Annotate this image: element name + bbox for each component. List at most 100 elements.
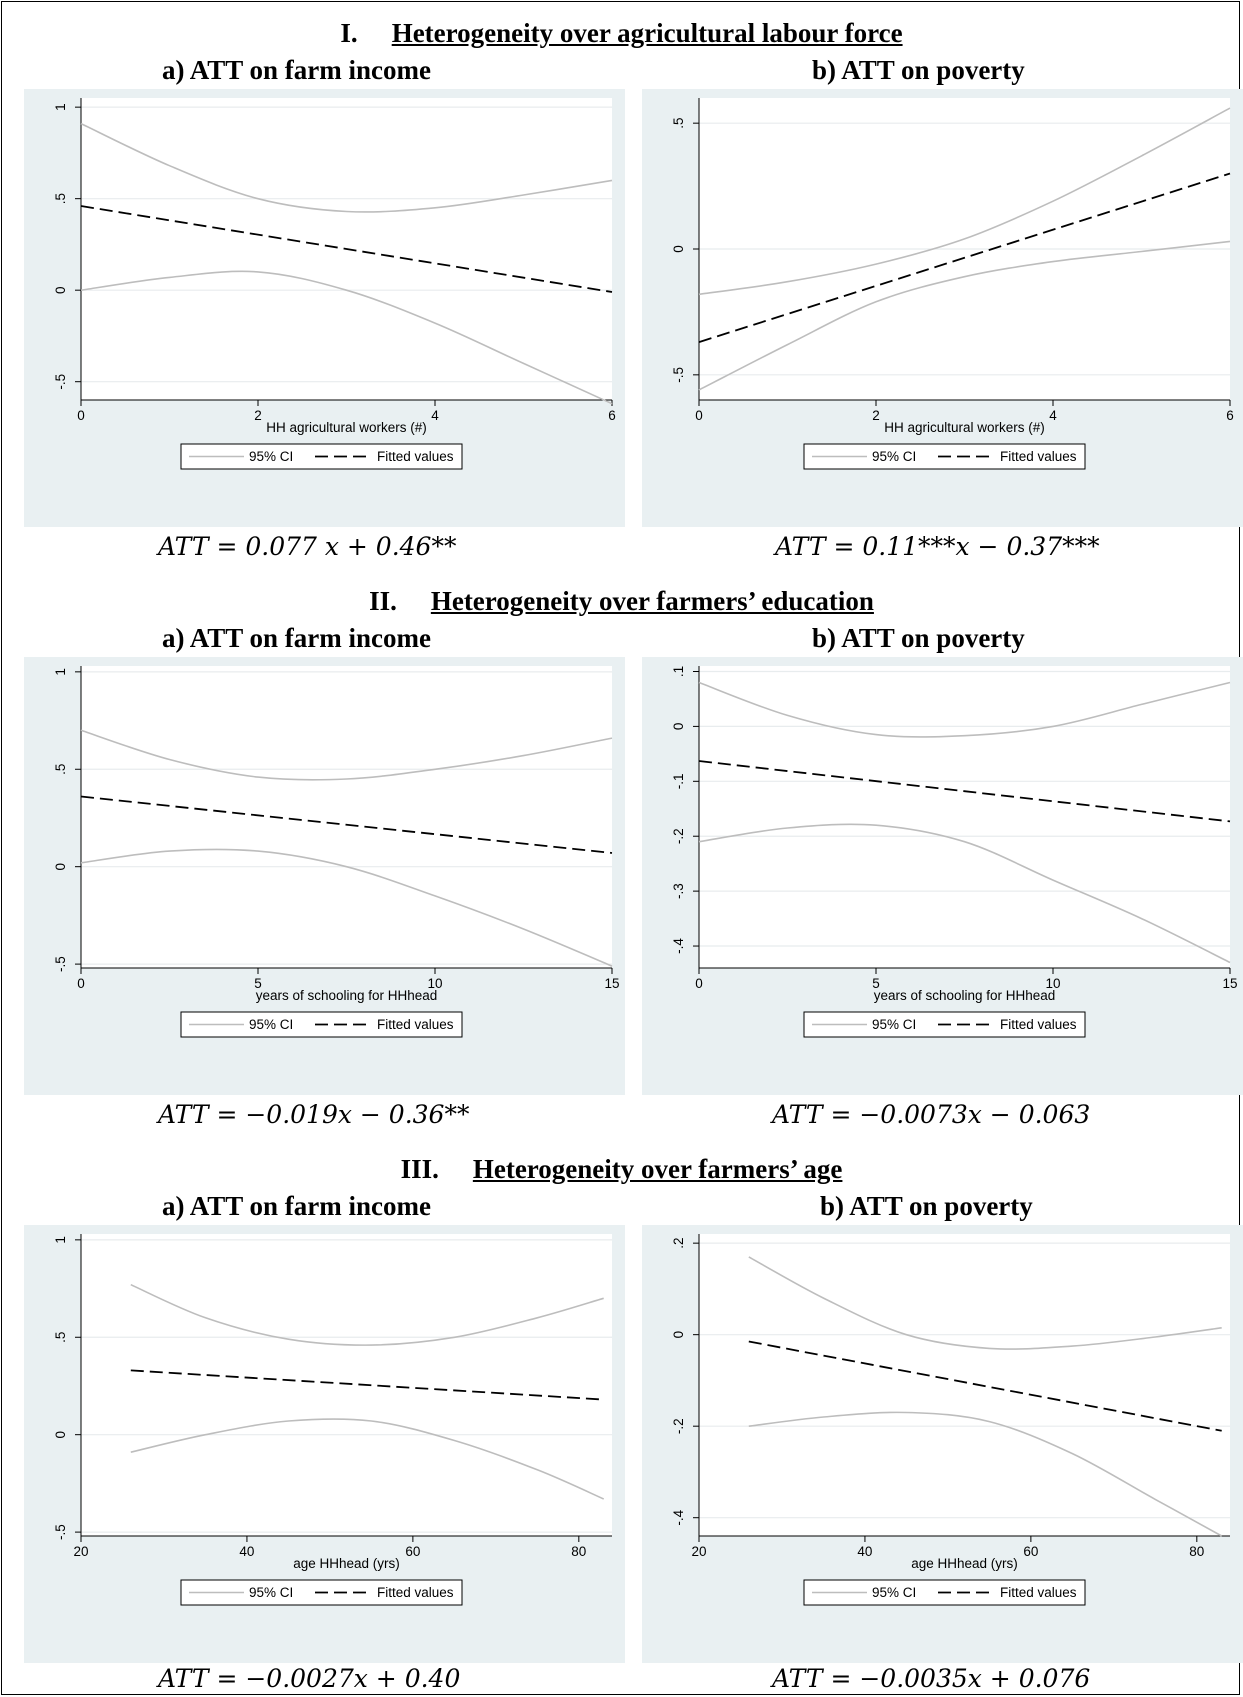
y-tick-label: 0 xyxy=(53,286,68,294)
chart-svg: -.5 0 .5 1 0 2 4 6 HH agricultural workers (#) 95… xyxy=(53,98,616,470)
legend-ci-label: 95% CI xyxy=(249,1017,293,1032)
y-tick-label: -.4 xyxy=(671,1509,686,1525)
section-text: Heterogeneity over agricultural labour f… xyxy=(391,18,903,48)
y-tick-label: -.5 xyxy=(53,956,68,972)
x-tick-label: 15 xyxy=(604,976,619,991)
legend-fit-label: Fitted values xyxy=(1000,449,1077,464)
x-tick-label: 15 xyxy=(1222,976,1237,991)
y-tick-label: 0 xyxy=(671,1331,686,1339)
ci-lower-line xyxy=(130,1418,605,1500)
x-tick-label: 60 xyxy=(1023,1544,1038,1559)
y-tick-label: -.2 xyxy=(671,1418,686,1434)
x-tick-label: 6 xyxy=(1226,408,1234,423)
y-tick-label: .2 xyxy=(671,1238,686,1249)
fitted-values-line xyxy=(80,205,613,293)
chart-svg: -.5 0 .5 1 20 40 60 80 age HHhead (yrs)95% CI Fit… xyxy=(53,1234,612,1606)
equation-age-income: ATT = −0.0027x + 0.40 xyxy=(158,1664,461,1693)
panel-title-age-poverty: b) ATT on poverty xyxy=(820,1191,1033,1221)
chart-svg: -.4 -.2 0 .2 20 40 60 80 age HHhead (yrs) 95% CI F… xyxy=(671,1234,1230,1606)
x-tick-label: 0 xyxy=(695,976,703,991)
x-tick-label: 5 xyxy=(872,976,880,991)
x-axis-label: years of schooling for HHhead xyxy=(256,988,438,1003)
equation-education-income: ATT = −0.019x − 0.36** xyxy=(158,1100,470,1129)
section-numeral: II. xyxy=(369,586,397,616)
x-tick-label: 0 xyxy=(77,976,85,991)
chart-svg: -.5 0 .5 0 2 4 6 HH agricultural workers (#) 95%… xyxy=(671,98,1234,470)
legend-ci-label: 95% CI xyxy=(249,449,293,464)
ci-lower-line xyxy=(748,1411,1223,1537)
y-tick-label: 1 xyxy=(53,103,68,111)
y-tick-label: 0 xyxy=(671,245,686,253)
fitted-values-line xyxy=(748,1340,1222,1432)
legend-fit-label: Fitted values xyxy=(377,449,454,464)
ci-lower-line xyxy=(698,240,1231,391)
panel-title-education-income: a) ATT on farm income xyxy=(162,623,431,653)
y-tick-label: 0 xyxy=(53,863,68,871)
equation-labour-poverty: ATT = 0.11***x − 0.37*** xyxy=(775,532,1100,561)
chart-education-poverty: -.4 -.3 -.2 -.1 0 .1 0 5 10 15 years of schooling … xyxy=(642,657,1243,1095)
x-axis-label: age HHhead (yrs) xyxy=(293,1556,400,1571)
plot-area xyxy=(699,1234,1230,1536)
ci-upper-line xyxy=(80,122,613,213)
x-tick-label: 80 xyxy=(571,1544,586,1559)
legend-ci-label: 95% CI xyxy=(872,449,916,464)
x-tick-label: 4 xyxy=(1049,408,1057,423)
x-tick-label: 4 xyxy=(431,408,439,423)
y-tick-label: -.5 xyxy=(53,374,68,390)
fitted-values-line xyxy=(698,172,1231,343)
y-tick-label: .5 xyxy=(671,118,686,129)
section-title-education: II. Heterogeneity over farmers’ education xyxy=(0,585,1243,617)
x-tick-label: 40 xyxy=(857,1544,872,1559)
ci-upper-line xyxy=(698,107,1231,296)
x-tick-label: 10 xyxy=(1045,976,1060,991)
legend-ci-label: 95% CI xyxy=(872,1017,916,1032)
panel-title-labour-poverty: b) ATT on poverty xyxy=(812,55,1025,85)
x-tick-label: 6 xyxy=(608,408,616,423)
x-tick-label: 0 xyxy=(695,408,703,423)
legend-fit-label: Fitted values xyxy=(377,1017,454,1032)
y-tick-label: -.2 xyxy=(671,828,686,844)
y-tick-label: -.3 xyxy=(671,883,686,899)
ci-upper-line xyxy=(130,1283,604,1346)
ci-upper-line xyxy=(80,729,613,781)
equation-age-poverty: ATT = −0.0035x + 0.076 xyxy=(772,1664,1091,1693)
x-tick-label: 40 xyxy=(239,1544,254,1559)
y-tick-label: 1 xyxy=(53,1236,68,1244)
panel-title-labour-income: a) ATT on farm income xyxy=(162,55,431,85)
x-tick-label: 5 xyxy=(254,976,262,991)
equation-labour-income: ATT = 0.077 x + 0.46** xyxy=(158,532,457,561)
fitted-values-line xyxy=(130,1369,604,1401)
y-tick-label: .5 xyxy=(53,764,68,775)
y-tick-label: -.5 xyxy=(53,1524,68,1540)
fitted-values-line xyxy=(80,795,613,854)
y-tick-label: .5 xyxy=(53,193,68,204)
legend-ci-label: 95% CI xyxy=(249,1585,293,1600)
legend-fit-label: Fitted values xyxy=(1000,1017,1077,1032)
legend-fit-label: Fitted values xyxy=(377,1585,454,1600)
section-title-labour: I. Heterogeneity over agricultural labour… xyxy=(0,17,1243,49)
x-tick-label: 80 xyxy=(1189,1544,1204,1559)
x-axis-label: HH agricultural workers (#) xyxy=(884,420,1045,435)
y-tick-label: -.1 xyxy=(671,773,686,789)
chart-education-income: -.5 0.5 1 0 5 10 15 years of schooling for HHhe… xyxy=(24,657,625,1095)
chart-age-income: -.5 0 .5 1 20 40 60 80 age HHhead (yrs) 95% CI Fit… xyxy=(24,1225,625,1663)
x-tick-label: 60 xyxy=(405,1544,420,1559)
chart-labour-poverty: -.5 0 .5 0 2 4 6 HH agricultural workers (#) 95%… xyxy=(642,89,1243,527)
chart-labour-income: -.5 0 .5 1 0 2 4 6 HH agricultural workers (#) 95… xyxy=(24,89,625,527)
y-tick-label: 0 xyxy=(53,1431,68,1439)
ci-lower-line xyxy=(80,848,613,967)
plot-area xyxy=(81,666,612,968)
x-tick-label: 20 xyxy=(73,1544,88,1559)
ci-lower-line xyxy=(698,823,1231,964)
y-tick-label: 0 xyxy=(671,723,686,731)
section-text: Heterogeneity over farmers’ education xyxy=(430,586,874,616)
fitted-values-line xyxy=(698,760,1231,823)
x-tick-label: 20 xyxy=(691,1544,706,1559)
section-numeral: III. xyxy=(400,1154,439,1184)
x-tick-label: 2 xyxy=(872,408,880,423)
chart-age-poverty: -.4 -.2 0 .2 20 40 60 80 age HHhead (yrs) 95% CI F… xyxy=(642,1225,1243,1663)
chart-svg: -.4 -.3 -.2 -.1 0 .1 0 5 10 15 years of schooling … xyxy=(671,666,1238,1038)
legend-fit-label: Fitted values xyxy=(1000,1585,1077,1600)
ci-upper-line xyxy=(698,681,1231,738)
